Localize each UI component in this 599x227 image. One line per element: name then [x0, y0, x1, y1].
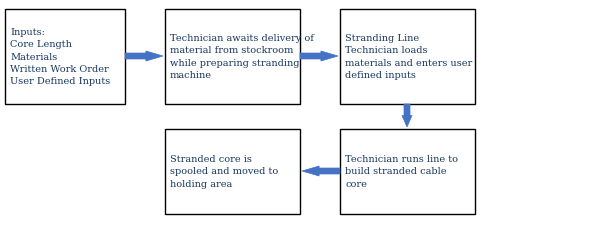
- Bar: [340, 129, 475, 214]
- Bar: [165, 10, 300, 105]
- Polygon shape: [125, 52, 163, 62]
- Text: Stranding Line
Technician loads
materials and enters user
defined inputs: Stranding Line Technician loads material…: [345, 34, 472, 79]
- Text: Technician awaits delivery of
material from stockroom
while preparing stranding
: Technician awaits delivery of material f…: [170, 34, 314, 79]
- Polygon shape: [402, 105, 412, 127]
- Bar: [165, 129, 300, 214]
- Text: Technician runs line to
build stranded cable
core: Technician runs line to build stranded c…: [345, 155, 458, 188]
- Polygon shape: [302, 166, 340, 176]
- Bar: [340, 10, 475, 105]
- Bar: [5, 10, 125, 105]
- Text: Stranded core is
spooled and moved to
holding area: Stranded core is spooled and moved to ho…: [170, 155, 279, 188]
- Text: Inputs:
Core Length
Materials
Written Work Order
User Defined Inputs: Inputs: Core Length Materials Written Wo…: [10, 28, 110, 85]
- Polygon shape: [300, 52, 338, 62]
